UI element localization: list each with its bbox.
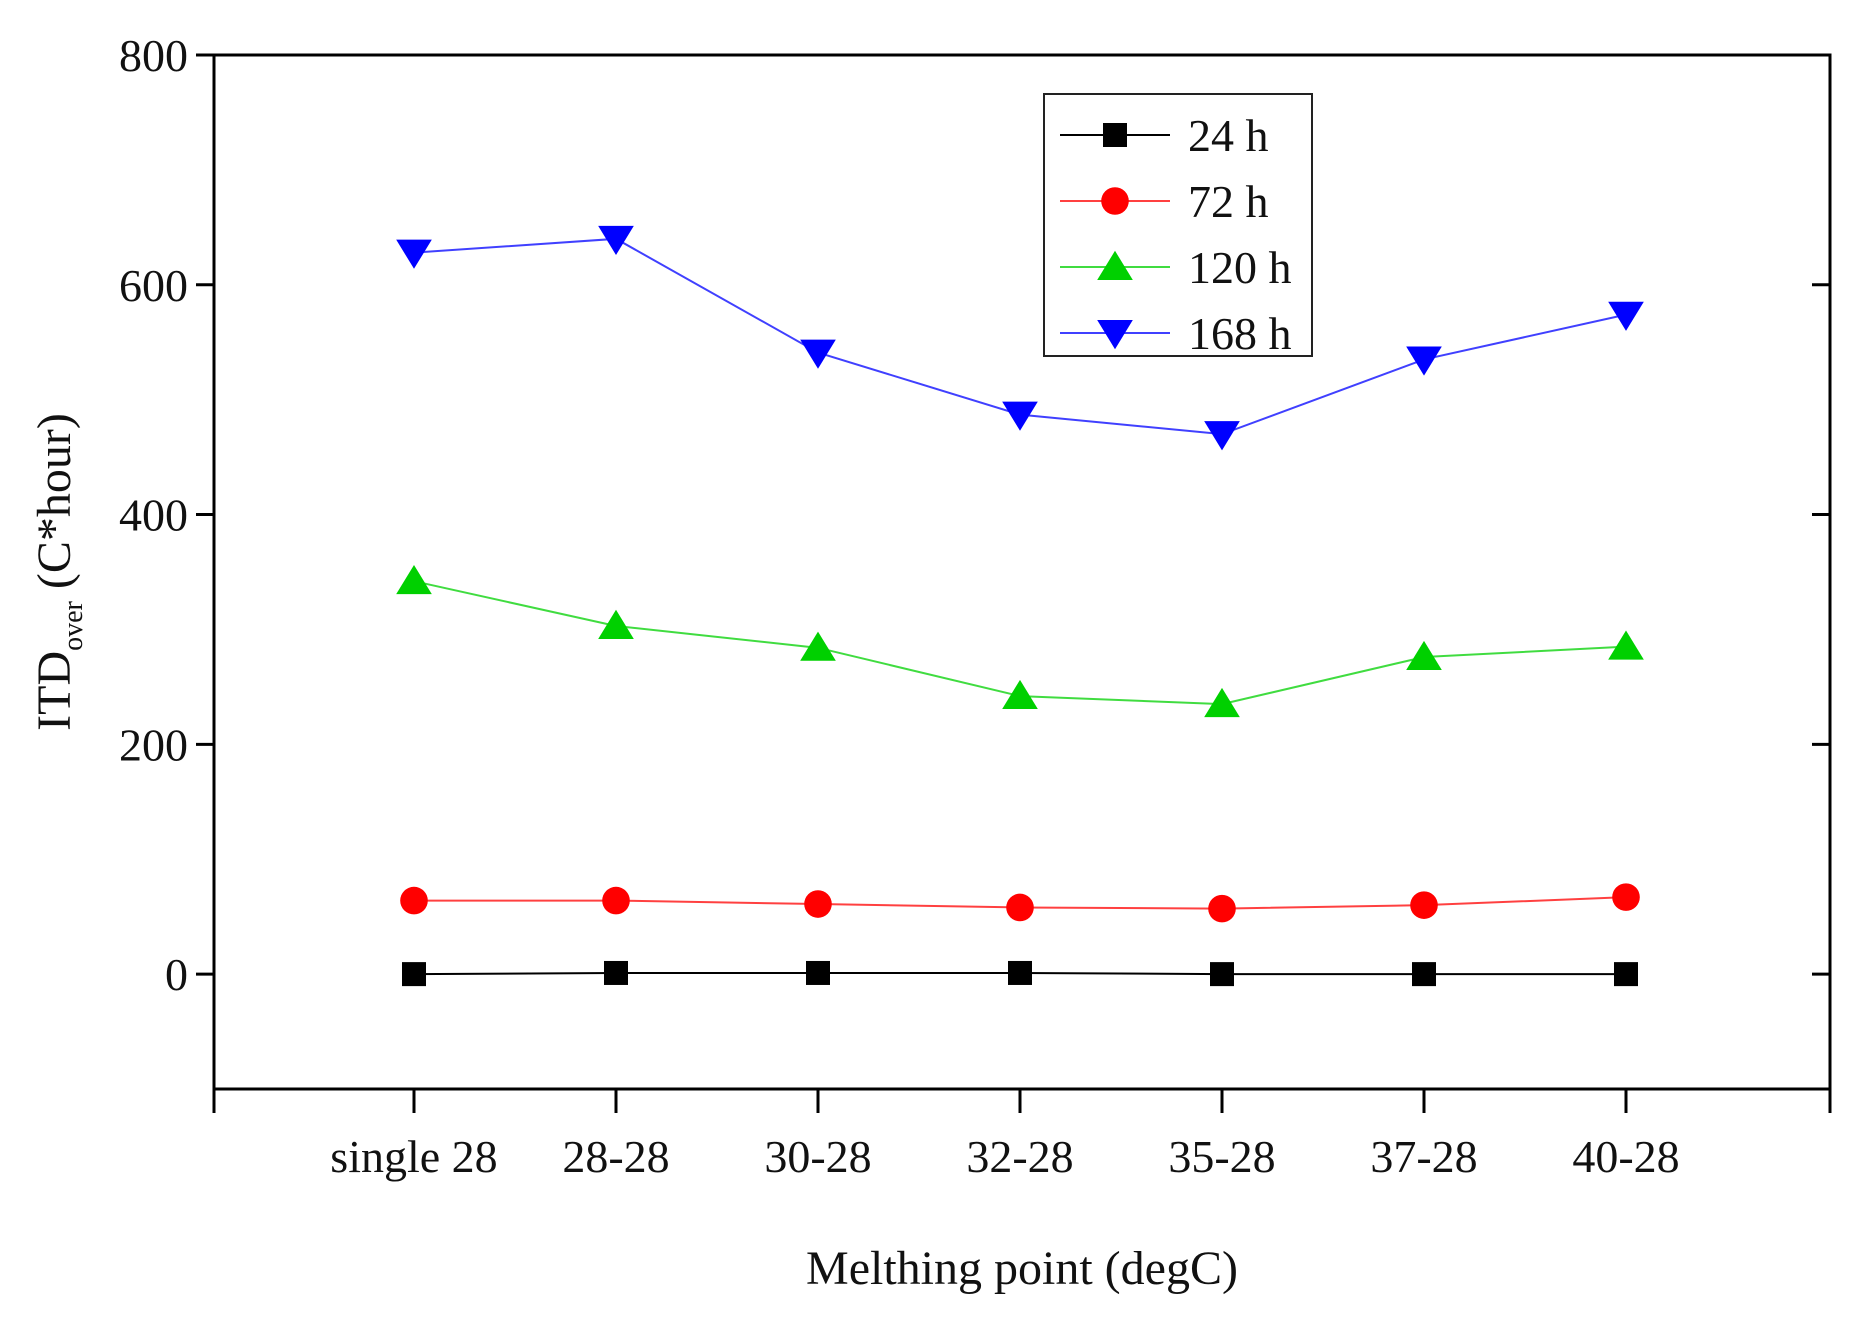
ticks-layer: 0 200 400 600 800 single 28 28-28 30-28 32-28 35-… bbox=[119, 30, 1832, 1182]
point-168h bbox=[1608, 301, 1644, 331]
point-72h bbox=[400, 886, 428, 915]
point-120h bbox=[1204, 687, 1240, 718]
legend-marker-24h bbox=[1103, 123, 1127, 147]
y-tick-label: 0 bbox=[165, 949, 188, 1000]
point-24h bbox=[1210, 962, 1234, 987]
point-120h bbox=[1608, 630, 1644, 660]
point-168h bbox=[1204, 421, 1240, 451]
point-120h bbox=[1406, 640, 1442, 670]
point-120h bbox=[396, 564, 432, 595]
legend-label-168h: 168 h bbox=[1188, 308, 1292, 359]
point-72h bbox=[1410, 891, 1438, 919]
y-axis-title-unit: (C*hour) bbox=[28, 413, 81, 601]
y-axis-title-subscript: over bbox=[58, 600, 89, 650]
x-tick-label: 40-28 bbox=[1572, 1131, 1679, 1182]
x-tick-label: 35-28 bbox=[1168, 1131, 1275, 1182]
point-120h bbox=[1002, 679, 1038, 710]
legend-label-120h: 120 h bbox=[1188, 242, 1292, 293]
point-72h bbox=[1612, 883, 1640, 911]
markers-layer bbox=[396, 225, 1644, 987]
y-tick-label: 800 bbox=[119, 30, 188, 81]
point-168h bbox=[800, 339, 836, 369]
point-24h bbox=[1008, 960, 1032, 985]
legend-marker-72h bbox=[1101, 187, 1129, 215]
point-72h bbox=[804, 890, 832, 918]
legend-marker-120h bbox=[1097, 250, 1133, 280]
legend-label-24h: 24 h bbox=[1188, 110, 1269, 161]
point-24h bbox=[402, 962, 426, 987]
y-axis-title-main: ITD bbox=[28, 651, 81, 731]
plot-frame bbox=[212, 53, 1832, 1091]
series-layer bbox=[413, 237, 1627, 976]
y-tick-label: 200 bbox=[119, 719, 188, 770]
legend-marker-168h bbox=[1097, 320, 1133, 350]
y-tick-label: 400 bbox=[119, 490, 188, 541]
point-120h bbox=[598, 609, 634, 639]
point-24h bbox=[1614, 962, 1638, 987]
legend-box bbox=[1043, 93, 1313, 357]
x-axis-title: Melthing point (degC) bbox=[806, 1242, 1238, 1295]
x-tick-label: 37-28 bbox=[1370, 1131, 1477, 1182]
point-168h bbox=[1406, 346, 1442, 376]
point-168h bbox=[598, 225, 634, 256]
point-72h bbox=[1208, 894, 1236, 923]
x-tick-label: single 28 bbox=[330, 1131, 497, 1182]
point-120h bbox=[800, 631, 836, 661]
x-tick-label: 28-28 bbox=[562, 1131, 669, 1182]
y-tick-label: 600 bbox=[119, 260, 188, 311]
point-72h bbox=[1006, 893, 1034, 922]
point-24h bbox=[1412, 962, 1436, 987]
point-168h bbox=[1002, 401, 1038, 431]
legend: 24 h 72 h 120 h 168 h bbox=[1043, 93, 1313, 359]
point-72h bbox=[602, 886, 630, 915]
legend-label-72h: 72 h bbox=[1188, 176, 1269, 227]
point-168h bbox=[396, 239, 432, 269]
point-24h bbox=[604, 960, 628, 985]
x-tick-label: 30-28 bbox=[764, 1131, 871, 1182]
x-tick-label: 32-28 bbox=[966, 1131, 1073, 1182]
y-axis-title: ITDover (C*hour) bbox=[28, 413, 89, 731]
point-24h bbox=[806, 960, 830, 985]
